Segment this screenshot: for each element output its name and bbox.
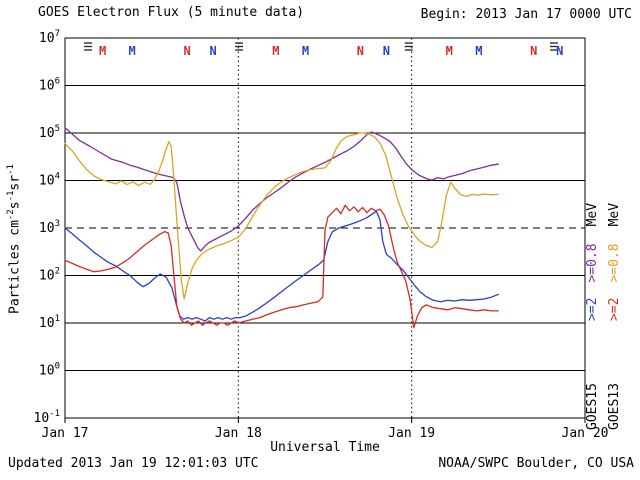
updated-timestamp: Updated 2013 Jan 19 12:01:03 UTC [8, 456, 259, 471]
x-tick-label: Jan 17 [42, 426, 89, 441]
y-axis-exponent: -2 [6, 209, 16, 221]
y-tick-label: 10-1 [34, 409, 61, 426]
y-axis-exponent: -1 [6, 164, 16, 175]
chart-title: GOES Electron Flux (5 minute data) [38, 5, 305, 20]
local-midnight-marker: M [129, 44, 136, 58]
legend-threshold-08mev: >=0.8 [607, 243, 622, 283]
local-midnight-marker: M [272, 44, 279, 58]
local-noon-marker: N [383, 44, 390, 58]
local-midnight-marker: M [475, 44, 482, 58]
legend-column-goes15: GOES15 >=2 >=0.8 MeV [585, 203, 600, 430]
local-midnight-marker: M [302, 44, 309, 58]
legend-satellite-name: GOES15 [585, 383, 600, 430]
x-tick-label: Jan 18 [215, 426, 262, 441]
legend-satellite-name: GOES13 [607, 383, 622, 430]
legend-threshold-2mev: >=2 [585, 297, 600, 322]
y-axis-label-text: s [7, 201, 23, 210]
local-noon-marker: N [183, 44, 190, 58]
y-tick-label: 102 [39, 267, 60, 284]
data-source-credit: NOAA/SWPC Boulder, CO USA [438, 456, 634, 471]
series-goes15-0.8-mev [64, 126, 499, 252]
y-tick-label: 107 [39, 29, 60, 46]
local-noon-marker: N [556, 44, 563, 58]
series-goes13-2-mev [64, 204, 499, 329]
y-tick-label: 103 [39, 219, 60, 236]
legend-unit: MeV [607, 202, 622, 227]
x-tick-label: Jan 20 [562, 426, 609, 441]
y-tick-label: 104 [39, 172, 60, 189]
y-axis-exponent: -1 [6, 190, 16, 202]
series-goes15-2-mev [64, 210, 499, 322]
legend-column-goes13: GOES13 >=2 >=0.8 MeV [607, 203, 622, 430]
local-noon-marker: N [530, 44, 537, 58]
y-tick-label: 100 [39, 362, 60, 379]
y-axis-label-text: sr [7, 174, 23, 191]
y-axis-label: Particles cm-2s-1sr-1 [6, 164, 22, 314]
x-axis-label: Universal Time [270, 440, 380, 455]
local-midnight-marker: M [446, 44, 453, 58]
local-midnight-marker: M [99, 44, 106, 58]
y-tick-label: 106 [39, 77, 60, 94]
x-tick-label: Jan 19 [388, 426, 435, 441]
local-noon-marker: N [357, 44, 364, 58]
local-noon-marker: N [209, 44, 216, 58]
y-tick-label: 101 [39, 314, 60, 331]
y-tick-label: 105 [39, 124, 60, 141]
begin-timestamp: Begin: 2013 Jan 17 0000 UTC [420, 7, 632, 22]
legend-threshold-2mev: >=2 [607, 297, 622, 322]
y-axis-label-text: Particles cm [7, 220, 23, 314]
series-goes13-0.8-mev [64, 132, 499, 300]
legend-threshold-08mev: >=0.8 [585, 243, 600, 283]
legend-unit: MeV [585, 202, 600, 227]
